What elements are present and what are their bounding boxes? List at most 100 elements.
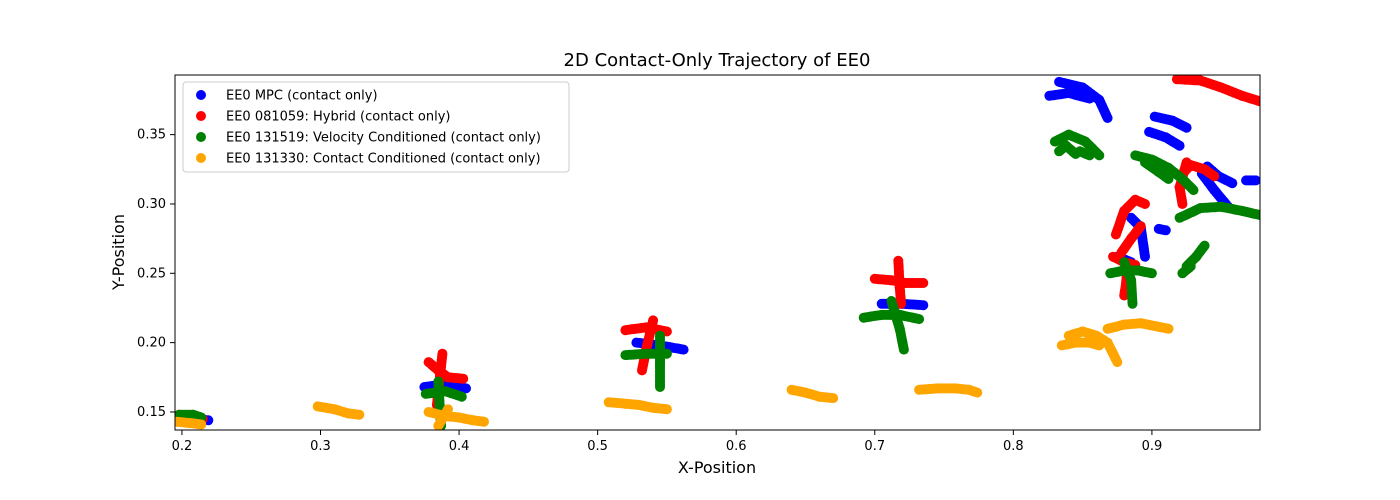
data-point (479, 416, 489, 427)
data-point (918, 278, 929, 288)
data-point (354, 409, 365, 420)
data-point (1135, 221, 1146, 232)
data-point (972, 387, 983, 398)
data-point (896, 298, 907, 309)
series-2 (175, 129, 1260, 430)
x-tick-label: 0.5 (587, 439, 608, 454)
legend-marker (196, 90, 206, 100)
x-axis-label: X-Position (678, 458, 756, 477)
data-point (918, 300, 929, 311)
data-point (1250, 175, 1260, 186)
data-point (1199, 240, 1210, 251)
trajectory-segment (1241, 175, 1260, 186)
legend-label: EE0 MPC (contact only) (226, 89, 378, 104)
data-point (196, 419, 207, 430)
y-axis-ticks: 0.15 0.20 0.25 0.30 0.35 (137, 128, 175, 420)
trajectory-segment (1049, 129, 1105, 161)
x-tick-label: 0.2 (172, 439, 193, 454)
y-tick-label: 0.35 (137, 128, 166, 143)
trajectory-segment (1119, 257, 1138, 309)
y-tick-label: 0.20 (137, 336, 166, 351)
legend-box (182, 81, 570, 173)
data-point (1146, 268, 1157, 279)
data-point (1084, 150, 1095, 161)
series-3 (175, 318, 1174, 430)
trajectory-segment (1149, 111, 1192, 133)
data-point (456, 391, 467, 402)
trajectory-segment (1102, 318, 1174, 334)
y-tick-label: 0.25 (137, 266, 166, 281)
trajectory-segment (603, 397, 672, 415)
data-point (1188, 185, 1199, 196)
data-point (655, 382, 665, 392)
x-axis-ticks: 0.2 0.3 0.4 0.5 0.6 0.7 0.8 0.9 (172, 430, 1163, 454)
legend-marker (196, 132, 206, 142)
trajectory-segment (914, 383, 983, 398)
trajectory-segment (1144, 126, 1185, 151)
trajectory-segment (1140, 157, 1174, 184)
y-tick-label: 0.30 (137, 197, 166, 212)
trajectory-segment (1116, 221, 1146, 258)
data-point (1094, 150, 1105, 161)
data-point (1140, 251, 1150, 262)
chart-title: 2D Contact-Only Trajectory of EE0 (564, 50, 871, 71)
data-point (1119, 290, 1130, 301)
trajectory-segment (312, 401, 365, 420)
trajectory-segment (1174, 201, 1260, 223)
data-point (637, 365, 647, 376)
y-tick-label: 0.15 (137, 405, 166, 420)
trajectory-segment (1171, 75, 1260, 107)
data-point (828, 393, 839, 404)
legend-marker (196, 153, 206, 163)
data-point (678, 344, 689, 355)
trajectory-segment (893, 255, 907, 309)
data-point (1102, 113, 1113, 123)
x-tick-label: 0.6 (726, 439, 747, 454)
trajectory-segment (1153, 223, 1171, 236)
plot-frame (174, 74, 1261, 431)
x-tick-label: 0.7 (864, 439, 885, 454)
data-point (1255, 96, 1260, 107)
legend-marker (196, 111, 206, 121)
trajectory-segment (786, 384, 839, 404)
data-point (1163, 174, 1174, 184)
x-tick-label: 0.9 (1142, 439, 1163, 454)
data-point (914, 314, 925, 325)
data-point (458, 373, 469, 384)
data-point (1174, 140, 1185, 151)
x-tick-label: 0.4 (449, 439, 470, 454)
legend: EE0 MPC (contact only) EE0 081059: Hybrid… (182, 81, 570, 173)
trajectory-segment (1063, 326, 1123, 368)
x-tick-label: 0.3 (310, 439, 331, 454)
trajectory-segment (1177, 261, 1196, 279)
data-point (1177, 199, 1188, 209)
trajectory-segment (1110, 194, 1150, 240)
data-point (898, 344, 909, 355)
trajectory-segment (1054, 76, 1113, 123)
data-point (661, 404, 672, 415)
data-point (1181, 122, 1192, 133)
legend-label: EE0 131330: Contact Conditioned (contact… (226, 152, 541, 167)
trajectory-segment (1044, 88, 1095, 104)
trajectory-segment (1181, 240, 1210, 272)
legend-label: EE0 131519: Velocity Conditioned (contac… (226, 131, 541, 146)
trajectory-segment (655, 330, 665, 392)
data-point (1160, 225, 1171, 236)
data-point (1112, 357, 1123, 368)
trajectory-segment (1074, 146, 1095, 161)
y-axis-label: Y-Position (109, 214, 128, 291)
data-point (443, 404, 453, 415)
data-point (1163, 323, 1174, 334)
trajectory-segment (433, 404, 453, 430)
trajectory-segment (175, 416, 207, 430)
data-point (1185, 261, 1196, 272)
data-point (1140, 199, 1150, 209)
data-point (1127, 298, 1138, 309)
data-point (461, 383, 471, 394)
trajectory-segment (886, 296, 909, 355)
data-point (1209, 171, 1220, 182)
data-point (1255, 210, 1260, 221)
data-marks (175, 75, 1260, 430)
x-tick-label: 0.8 (1003, 439, 1024, 454)
